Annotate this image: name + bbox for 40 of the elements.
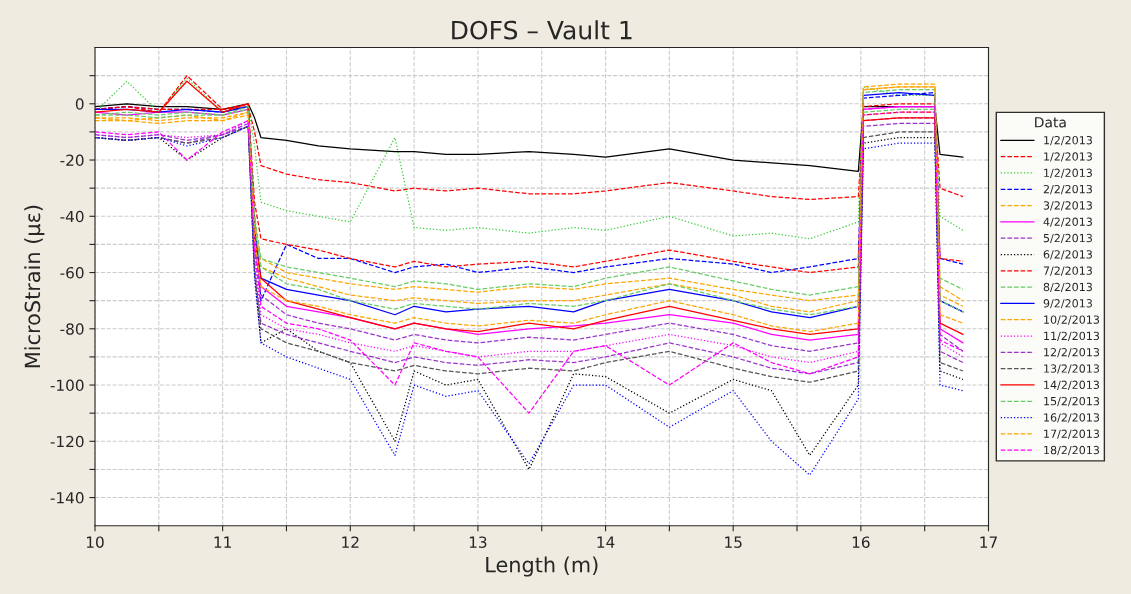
legend-label: 11/2/2013 [1044,331,1100,341]
legend-label: 12/2/2013 [1044,348,1100,358]
legend-label: 4/2/2013 [1043,217,1092,227]
y-tick-label: -120 [50,435,84,448]
legend-label: 3/2/2013 [1043,201,1092,211]
legend-title: Data [1035,117,1066,128]
legend-label: 6/2/2013 [1043,250,1092,260]
y-tick-label: -60 [60,267,84,279]
y-axis-title: MicroStrain (με) [24,205,45,368]
y-tick-label: -100 [50,379,84,392]
legend-label: 9/2/2013 [1043,299,1092,309]
y-tick-label: -140 [50,492,84,504]
x-tick-label: 15 [725,536,742,548]
legend-label: 13/2/2013 [1044,364,1100,374]
x-tick-label: 16 [852,536,870,548]
y-tick-label: -20 [60,154,84,167]
x-tick-label: 14 [597,536,615,548]
legend-label: 1/2/2013 [1044,135,1092,146]
x-tick-label: 10 [86,536,104,548]
x-tick-label: 11 [214,536,231,548]
x-tick-label: 12 [342,536,359,548]
legend-label: 15/2/2013 [1044,396,1100,407]
x-tick-label: 17 [980,536,997,548]
chart-title: DOFS – Vault 1 [452,20,632,40]
legend-label: 14/2/2013 [1044,380,1100,390]
legend-label: 18/2/2013 [1044,445,1100,456]
x-tick-label: 13 [469,536,487,548]
legend-label: 2/2/2013 [1043,184,1092,195]
legend-label: 16/2/2013 [1044,413,1100,423]
legend-label: 7/2/2013 [1043,266,1092,276]
legend-label: 5/2/2013 [1043,233,1092,244]
y-tick-label: -80 [60,323,84,335]
legend-label: 1/2/2013 [1044,152,1092,162]
y-tick-label: -40 [60,210,84,223]
legend-label: 8/2/2013 [1043,282,1092,293]
x-axis-title: Length (m) [486,556,598,577]
legend-label: 17/2/2013 [1044,429,1100,439]
y-tick-label: 0 [75,98,84,110]
legend-label: 10/2/2013 [1044,315,1100,325]
legend-label: 1/2/2013 [1044,168,1092,178]
